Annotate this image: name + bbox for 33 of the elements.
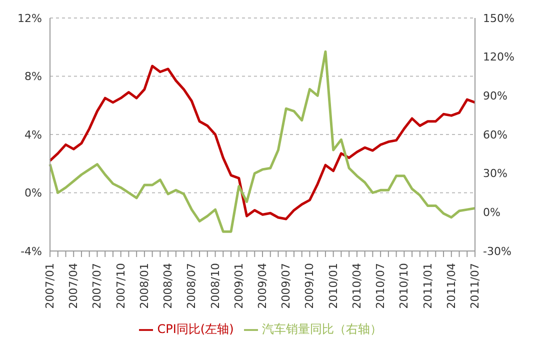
x-tick-label: 2011/07 (468, 263, 482, 309)
x-tick-label: 2010/07 (374, 263, 388, 309)
x-tick-label: 2009/10 (303, 263, 316, 309)
x-tick-label: 2007/04 (67, 263, 80, 309)
y-tick-label: 0% (24, 186, 42, 200)
x-tick-label: 2010/04 (350, 263, 364, 309)
x-tick-label: 2011/04 (444, 263, 458, 309)
y2-tick-label: -30% (483, 244, 512, 258)
y2-tick-label: 0% (483, 206, 500, 220)
y2-tick-label: 120% (483, 50, 514, 64)
x-tick-label: 2008/07 (185, 263, 198, 309)
y2-tick-label: 60% (483, 128, 508, 142)
x-tick-label: 2011/01 (421, 263, 434, 309)
y-tick-label: 4% (24, 128, 42, 142)
x-tick-label: 2009/07 (280, 263, 293, 309)
x-tick-label: 2007/10 (114, 263, 128, 309)
x-tick-label: 2008/04 (162, 263, 175, 309)
x-tick-label: 2010/10 (398, 263, 411, 309)
x-tick-label: 2009/04 (256, 263, 269, 309)
y2-tick-label: 150% (483, 12, 514, 25)
legend-label: CPI同比(左轴) (157, 322, 234, 336)
x-tick-label: 2007/07 (90, 263, 104, 309)
y2-tick-label: 30% (483, 167, 508, 180)
x-tick-label: 2009/01 (232, 263, 246, 309)
y2-tick-label: 90% (483, 90, 508, 103)
x-tick-label: 2007/01 (44, 263, 56, 309)
y-tick-label: -4% (20, 244, 42, 258)
legend-label: 汽车销量同比（右轴） (262, 322, 382, 336)
x-tick-label: 2008/10 (208, 263, 222, 309)
x-tick-label: 2008/01 (138, 263, 151, 309)
x-tick-label: 2010/01 (326, 263, 340, 309)
y-tick-label: 12% (18, 12, 42, 25)
y-tick-label: 8% (24, 70, 42, 84)
